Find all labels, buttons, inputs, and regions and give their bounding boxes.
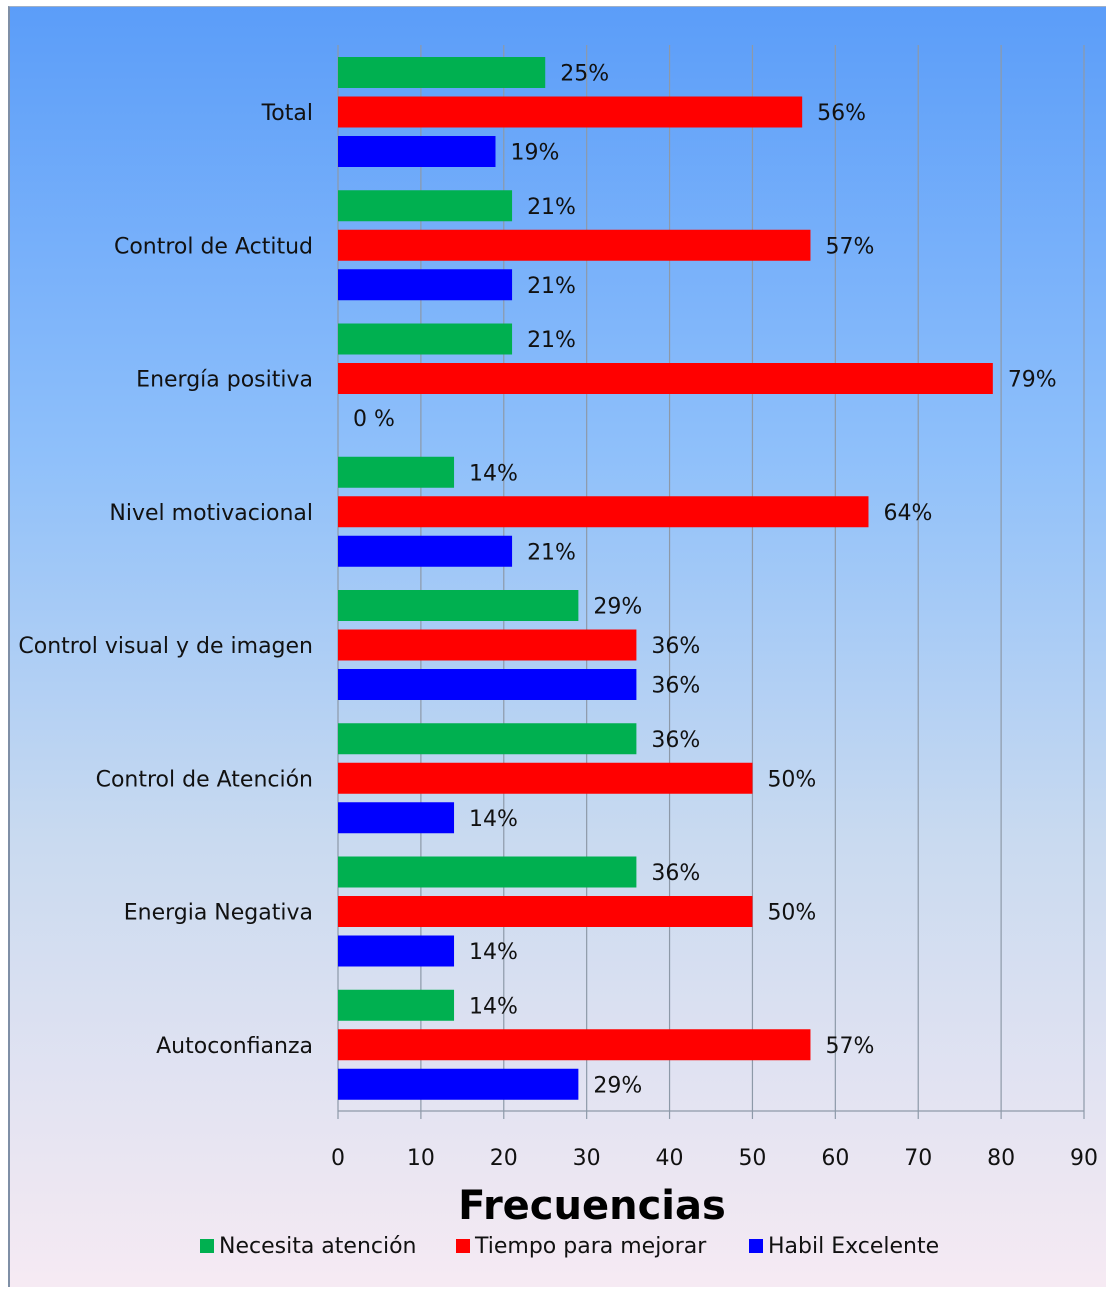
data-label: 21% [527,540,576,565]
data-label: 0 % [353,407,395,432]
data-label: 57% [825,234,874,259]
bar [338,496,869,528]
x-tick-label: 80 [987,1146,1015,1171]
data-label: 29% [593,1073,642,1098]
category-label: Energía positiva [136,368,313,393]
data-label: 36% [651,861,700,886]
category-label: Nivel motivacional [109,501,313,526]
x-tick-label: 0 [331,1146,345,1171]
bar [338,57,546,88]
bar [338,935,455,967]
x-tick-label: 60 [821,1146,849,1171]
legend: Necesita atención Tiempo para mejorar Habi… [200,1234,939,1259]
category-label: Energia Negativa [124,901,313,926]
data-label: 29% [593,595,642,620]
bar [338,762,753,794]
x-axis-title: Frecuencias [458,1183,726,1229]
category-label: Control de Atención [96,767,313,792]
legend-swatch [200,1239,214,1253]
bar [338,723,637,755]
category-label: Control de Actitud [114,234,313,259]
bar-chart: 25% 56% 19% Total 21% 57% 21% Control de Actitu… [18,45,1098,1259]
legend-entry: Tiempo para mejorar [474,1234,707,1259]
bar [338,323,513,355]
data-label: 14% [469,461,518,486]
category-label: Autoconfianza [156,1034,313,1059]
bar [338,190,513,222]
data-label: 64% [883,501,932,526]
bar [338,1068,579,1100]
data-label: 36% [651,728,700,753]
bar [338,229,811,261]
bar [338,456,455,488]
category-label: Control visual y de imagen [18,634,313,659]
category-label: Total [261,101,313,126]
data-label: 14% [469,994,518,1019]
bar [338,669,637,700]
x-tick-label: 70 [904,1146,932,1171]
data-label: 21% [527,195,576,220]
bar [338,989,455,1021]
chart-frame: 25% 56% 19% Total 21% 57% 21% Control de Actitu… [8,6,1106,1287]
bar [338,896,753,927]
data-label: 56% [817,101,866,126]
data-label: 57% [825,1034,874,1059]
bar [338,1029,811,1061]
legend-entry: Habil Excelente [768,1234,939,1259]
data-label: 50% [767,767,816,792]
data-label: 79% [1008,368,1057,393]
labels: 25% 56% 19% Total 21% 57% 21% Control de Actitu… [18,62,1056,1099]
bar [338,590,579,621]
data-label: 25% [560,62,609,87]
data-label: 14% [469,940,518,965]
data-label: 50% [767,901,816,926]
legend-entry: Necesita atención [219,1234,417,1259]
x-axis: 0 10 20 30 40 50 60 70 80 90 [331,1110,1098,1171]
bars [338,57,993,1100]
bar [338,856,637,888]
x-tick-label: 40 [656,1146,684,1171]
x-tick-label: 10 [407,1146,435,1171]
data-label: 21% [527,328,576,353]
bar [338,535,513,567]
legend-swatch [456,1239,470,1253]
x-tick-label: 90 [1070,1146,1098,1171]
bar [338,629,637,661]
x-tick-label: 20 [490,1146,518,1171]
bar [338,269,513,301]
x-tick-label: 30 [573,1146,601,1171]
bar [338,96,803,128]
legend-swatch [749,1239,763,1253]
bar [338,802,455,834]
data-label: 14% [469,807,518,832]
data-label: 36% [651,674,700,699]
x-tick-label: 50 [738,1146,766,1171]
data-label: 21% [527,274,576,299]
gridlines [337,45,1085,1111]
bar [338,136,496,167]
data-label: 36% [651,634,700,659]
data-label: 19% [510,141,559,166]
bar [338,363,993,394]
